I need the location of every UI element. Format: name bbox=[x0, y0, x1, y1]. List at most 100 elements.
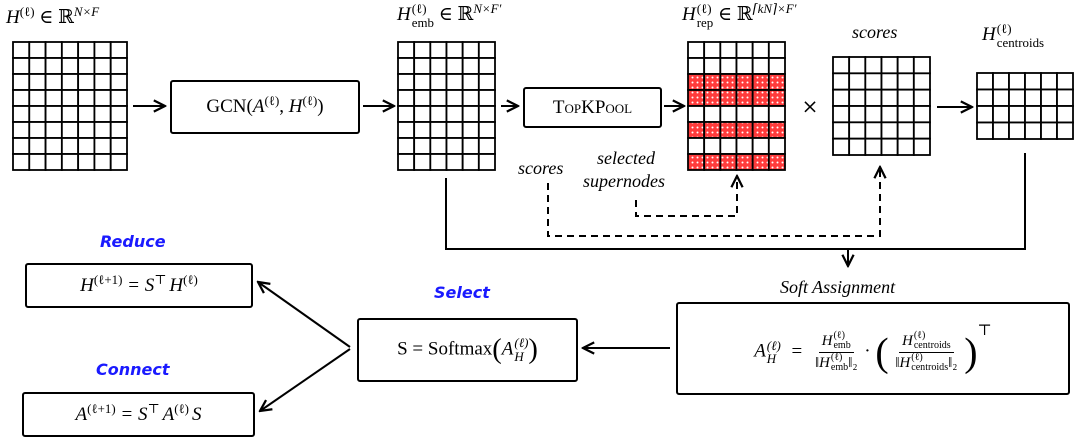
matrix-cell bbox=[976, 105, 994, 124]
soft-assignment-box: A (ℓ) H = H (ℓ) emb ‖H (ℓ) emb ‖₂ · ( H (ℓ) centr… bbox=[676, 302, 1070, 395]
matrix-cell bbox=[477, 105, 496, 123]
matrix-cell bbox=[461, 121, 480, 139]
matrix-cell bbox=[413, 89, 432, 107]
select-box: S = Softmax(A (ℓ) H) bbox=[357, 318, 578, 382]
matrix-cell bbox=[77, 89, 96, 107]
matrix-cell bbox=[735, 105, 754, 123]
matrix-cell bbox=[461, 105, 480, 123]
matrix-cell-selected bbox=[687, 121, 706, 139]
matrix-cell bbox=[77, 105, 96, 123]
matrix-cell bbox=[912, 88, 931, 107]
connect-lhs: A bbox=[75, 404, 88, 426]
matrix-cell bbox=[12, 89, 31, 107]
gcn-h: H bbox=[288, 96, 303, 118]
reduce-lhs: H bbox=[80, 275, 94, 297]
matrix-cell bbox=[12, 153, 31, 171]
matrix-cell bbox=[77, 137, 96, 155]
matrix-cell bbox=[413, 105, 432, 123]
soft-assignment-formula: A (ℓ) H = H (ℓ) emb ‖H (ℓ) emb ‖₂ · ( H (ℓ) centr… bbox=[754, 321, 992, 375]
matrix-cell bbox=[77, 153, 96, 171]
matrix-cell bbox=[880, 56, 899, 75]
reduce-rhs-sup: (ℓ) bbox=[183, 271, 198, 287]
matrix-cell bbox=[912, 105, 931, 124]
label-sub: emb bbox=[411, 14, 434, 30]
connect-box: A(ℓ+1) = S⊤ A(ℓ) S bbox=[22, 392, 255, 437]
matrix-cell bbox=[429, 137, 448, 155]
sa-frac-centroids: H (ℓ) centroids ‖H (ℓ) centroids ‖₂ bbox=[895, 330, 957, 374]
matrix-cell bbox=[461, 41, 480, 59]
sa-lhs-sub: H bbox=[766, 351, 777, 367]
connect-rhs: A bbox=[162, 404, 175, 426]
matrix-cell bbox=[1056, 105, 1074, 124]
sa-frac-emb: H (ℓ) emb ‖H (ℓ) emb ‖₂ bbox=[815, 329, 858, 374]
matrix-cell-selected bbox=[751, 121, 770, 139]
matrix-cell bbox=[93, 121, 112, 139]
line-emb-to-soft-assignment bbox=[445, 153, 1026, 250]
matrix-cell bbox=[864, 137, 883, 156]
matrix-cell bbox=[1024, 121, 1042, 140]
matrix-cell bbox=[687, 41, 706, 59]
matrix-cell-selected bbox=[687, 153, 706, 171]
connect-title: Connect bbox=[96, 360, 170, 379]
matrix-cell bbox=[832, 72, 851, 91]
matrix-cell bbox=[429, 41, 448, 59]
matrix-cell-selected bbox=[719, 153, 738, 171]
matrix-cell bbox=[429, 105, 448, 123]
matrix-cell bbox=[1008, 72, 1026, 91]
matrix-cell-selected bbox=[687, 89, 706, 107]
matrix-cell bbox=[397, 105, 416, 123]
matrix-cell bbox=[44, 41, 63, 59]
matrix-cell bbox=[912, 56, 931, 75]
matrix-cell bbox=[703, 105, 722, 123]
matrix-cell bbox=[109, 121, 128, 139]
matrix-cell bbox=[880, 105, 899, 124]
matrix-cell bbox=[864, 72, 883, 91]
matrix-cell bbox=[413, 41, 432, 59]
dashed-scores-arrow bbox=[547, 167, 880, 237]
matrix-cell bbox=[477, 89, 496, 107]
matrix-cell bbox=[60, 57, 80, 75]
matrix-cell bbox=[12, 137, 31, 155]
matrix-cell-selected bbox=[767, 89, 786, 107]
matrix-cell bbox=[767, 137, 786, 155]
sa-close: ) bbox=[964, 329, 978, 375]
matrix-cell bbox=[767, 41, 786, 59]
matrix-cell bbox=[28, 41, 47, 59]
connect-formula: A(ℓ+1) = S⊤ A(ℓ) S bbox=[75, 400, 202, 426]
sup: (ℓ) bbox=[833, 329, 845, 341]
reduce-rhs: H bbox=[169, 275, 184, 297]
sup: (ℓ) bbox=[911, 351, 923, 363]
matrix-cell bbox=[880, 72, 899, 91]
connect-eq: = S bbox=[115, 404, 148, 426]
matrix-cell bbox=[44, 57, 63, 75]
matrix-cell bbox=[992, 88, 1010, 107]
matrix-cell bbox=[44, 89, 63, 107]
matrix-cell bbox=[832, 121, 851, 140]
gcn-h-sup: (ℓ) bbox=[302, 93, 318, 109]
arrow-select-to-reduce bbox=[258, 282, 351, 348]
matrix-cell bbox=[832, 137, 851, 156]
label-base: H bbox=[6, 7, 20, 29]
label-in: ∈ ℝ bbox=[717, 3, 753, 25]
select-formula: S = Softmax(A (ℓ) H) bbox=[397, 334, 538, 366]
matrix-cell bbox=[703, 41, 722, 59]
sup: (ℓ) bbox=[830, 351, 843, 363]
reduce-transpose: ⊤ bbox=[154, 271, 167, 287]
matrix-cell bbox=[93, 105, 112, 123]
matrix-cell-selected bbox=[767, 73, 786, 91]
matrix-cell bbox=[1008, 88, 1026, 107]
matrix-cell bbox=[687, 57, 706, 75]
connect-transpose: ⊤ bbox=[147, 400, 160, 416]
matrix-cell bbox=[93, 137, 112, 155]
matrix-cell bbox=[429, 89, 448, 107]
label-dim: ⌈kN⌉×F′ bbox=[752, 0, 797, 16]
dashed-supernodes-arrow bbox=[635, 176, 737, 217]
supernodes-annotation: supernodes bbox=[583, 171, 665, 191]
matrix-cell bbox=[1024, 72, 1042, 91]
matrix-cell bbox=[735, 137, 754, 155]
matrix-cell bbox=[77, 57, 96, 75]
matrix-cell bbox=[477, 73, 496, 91]
frac-den: ‖H bbox=[815, 354, 830, 371]
